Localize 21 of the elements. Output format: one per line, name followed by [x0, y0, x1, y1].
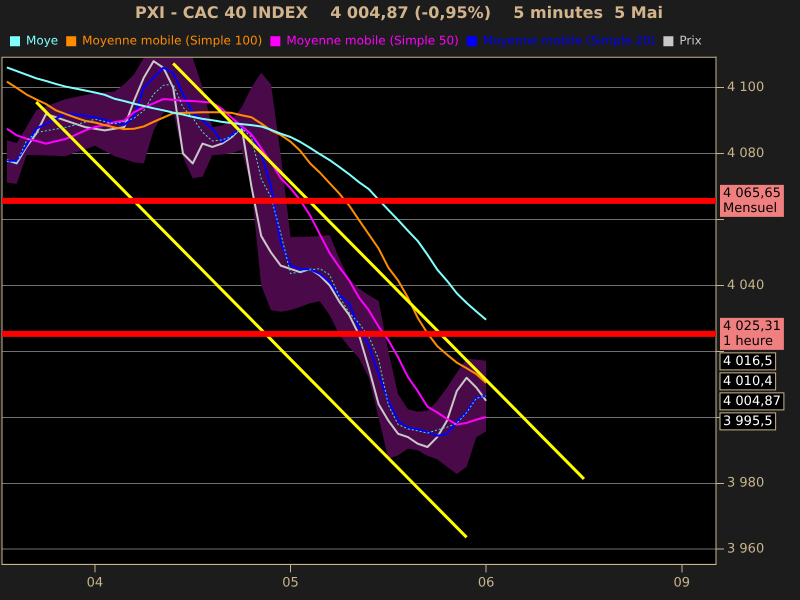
legend-label: Prix	[679, 33, 702, 48]
x-tick-label: 06	[478, 576, 494, 591]
y-tick-label: 4 080	[727, 146, 764, 161]
text: 4 016,5	[723, 354, 773, 370]
y-tick-label: 4 100	[727, 80, 764, 95]
y-tick-label: 3 980	[727, 476, 764, 491]
legend-label: Moyenne mobile (Simple 50)	[286, 33, 459, 48]
text: 4 004,87	[723, 394, 781, 410]
ref-line-label: 4 025,31 1 heure	[723, 319, 781, 350]
text: 4 010,4	[723, 374, 773, 390]
text: 3 995,5	[723, 414, 773, 430]
ref-line-label: 4 065,65 Mensuel	[723, 186, 781, 216]
x-tick-label: 04	[86, 576, 104, 591]
chart-title: PXI - CAC 40 INDEX 4 004,87 (-0,95%) 5 minutes 5 Mai	[134, 2, 664, 22]
legend-label: Moyenne mobile (Simple 100)	[82, 33, 262, 48]
legend-label: Moye	[26, 33, 58, 48]
legend-label: Moyenne mobile (Simple 20)	[482, 33, 656, 48]
x-tick-label: 09	[673, 576, 690, 591]
y-tick-label: 3 960	[727, 542, 764, 557]
x-tick-label: 05	[282, 576, 299, 591]
y-tick-label: 4 040	[727, 278, 764, 293]
